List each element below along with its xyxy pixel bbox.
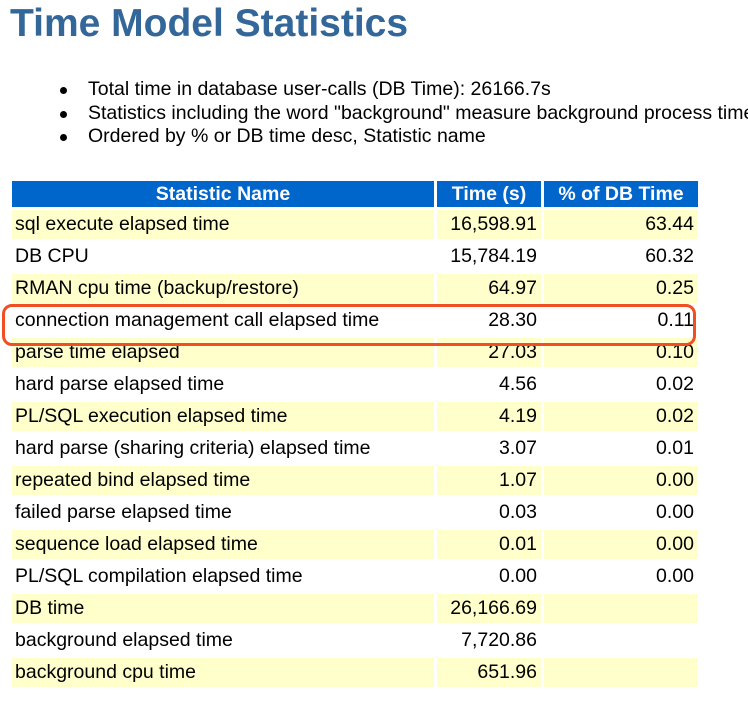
statistic-name-cell: RMAN cpu time (backup/restore): [12, 274, 434, 303]
pct-cell: [544, 594, 698, 623]
pct-cell: [544, 626, 698, 655]
statistic-name-cell: hard parse elapsed time: [12, 370, 434, 399]
page-title: Time Model Statistics: [10, 2, 409, 45]
time-cell: 651.96: [437, 658, 541, 687]
note-text: Statistics including the word "backgroun…: [88, 101, 748, 124]
time-cell: 15,784.19: [437, 242, 541, 271]
time-cell: 1.07: [437, 466, 541, 495]
statistic-name-cell: failed parse elapsed time: [12, 498, 434, 527]
note-item: Total time in database user-calls (DB Ti…: [60, 78, 748, 102]
note-text: Total time in database user-calls (DB Ti…: [88, 78, 551, 100]
table-row: background cpu time 651.96: [12, 658, 698, 687]
time-cell: 4.56: [437, 370, 541, 399]
time-cell: 0.01: [437, 530, 541, 559]
statistic-name-cell: DB time: [12, 594, 434, 623]
table-row: RMAN cpu time (backup/restore) 64.97 0.2…: [12, 274, 698, 303]
statistic-name-cell: repeated bind elapsed time: [12, 466, 434, 495]
pct-cell: 0.00: [544, 530, 698, 559]
bullet-icon: [60, 110, 67, 118]
pct-cell: 0.00: [544, 562, 698, 591]
bullet-icon: [60, 134, 67, 141]
table-row: sql execute elapsed time 16,598.91 63.44: [12, 210, 698, 239]
pct-cell: 0.25: [544, 274, 698, 303]
note-item: Ordered by % or DB time desc, Statistic …: [60, 125, 748, 149]
table-body: sql execute elapsed time 16,598.91 63.44…: [12, 210, 698, 687]
statistic-name-cell: PL/SQL compilation elapsed time: [12, 562, 434, 591]
time-cell: 3.07: [437, 434, 541, 463]
table-row: repeated bind elapsed time 1.07 0.00: [12, 466, 698, 495]
time-cell: 26,166.69: [437, 594, 541, 623]
table-row: DB time 26,166.69: [12, 594, 698, 623]
statistic-name-cell: connection management call elapsed time: [12, 306, 434, 335]
table-row: hard parse elapsed time 4.56 0.02: [12, 370, 698, 399]
statistic-name-cell: parse time elapsed: [12, 338, 434, 367]
time-cell: 27.03: [437, 338, 541, 367]
table-row: sequence load elapsed time 0.01 0.00: [12, 530, 698, 559]
column-header-pct-db-time: % of DB Time: [544, 181, 698, 207]
pct-cell: 0.02: [544, 370, 698, 399]
pct-cell: 60.32: [544, 242, 698, 271]
pct-cell: 0.02: [544, 402, 698, 431]
pct-cell: 0.11: [544, 306, 698, 335]
pct-cell: [544, 658, 698, 687]
statistic-name-cell: sql execute elapsed time: [12, 210, 434, 239]
time-cell: 16,598.91: [437, 210, 541, 239]
column-header-time: Time (s): [437, 181, 541, 207]
statistic-name-cell: hard parse (sharing criteria) elapsed ti…: [12, 434, 434, 463]
table-row: background elapsed time 7,720.86: [12, 626, 698, 655]
statistic-name-cell: DB CPU: [12, 242, 434, 271]
statistic-name-cell: sequence load elapsed time: [12, 530, 434, 559]
notes-list: Total time in database user-calls (DB Ti…: [60, 78, 748, 149]
table-row: hard parse (sharing criteria) elapsed ti…: [12, 434, 698, 463]
time-cell: 28.30: [437, 306, 541, 335]
note-item: Statistics including the word "backgroun…: [60, 102, 748, 126]
column-header-statistic-name: Statistic Name: [12, 181, 434, 207]
pct-cell: 0.01: [544, 434, 698, 463]
pct-cell: 63.44: [544, 210, 698, 239]
pct-cell: 0.00: [544, 466, 698, 495]
time-model-table: Statistic Name Time (s) % of DB Time sql…: [9, 178, 701, 690]
table-row: DB CPU 15,784.19 60.32: [12, 242, 698, 271]
table-row: PL/SQL execution elapsed time 4.19 0.02: [12, 402, 698, 431]
statistic-name-cell: background elapsed time: [12, 626, 434, 655]
time-cell: 0.00: [437, 562, 541, 591]
statistic-name-cell: background cpu time: [12, 658, 434, 687]
table-row: parse time elapsed 27.03 0.10: [12, 338, 698, 367]
time-cell: 4.19: [437, 402, 541, 431]
bullet-icon: [60, 87, 67, 94]
table-row: PL/SQL compilation elapsed time 0.00 0.0…: [12, 562, 698, 591]
time-cell: 7,720.86: [437, 626, 541, 655]
time-cell: 0.03: [437, 498, 541, 527]
table-header-row: Statistic Name Time (s) % of DB Time: [12, 181, 698, 207]
time-cell: 64.97: [437, 274, 541, 303]
table-row: failed parse elapsed time 0.03 0.00: [12, 498, 698, 527]
pct-cell: 0.10: [544, 338, 698, 367]
statistic-name-cell: PL/SQL execution elapsed time: [12, 402, 434, 431]
table-row-highlighted: connection management call elapsed time …: [12, 306, 698, 335]
note-text: Ordered by % or DB time desc, Statistic …: [88, 125, 486, 147]
pct-cell: 0.00: [544, 498, 698, 527]
